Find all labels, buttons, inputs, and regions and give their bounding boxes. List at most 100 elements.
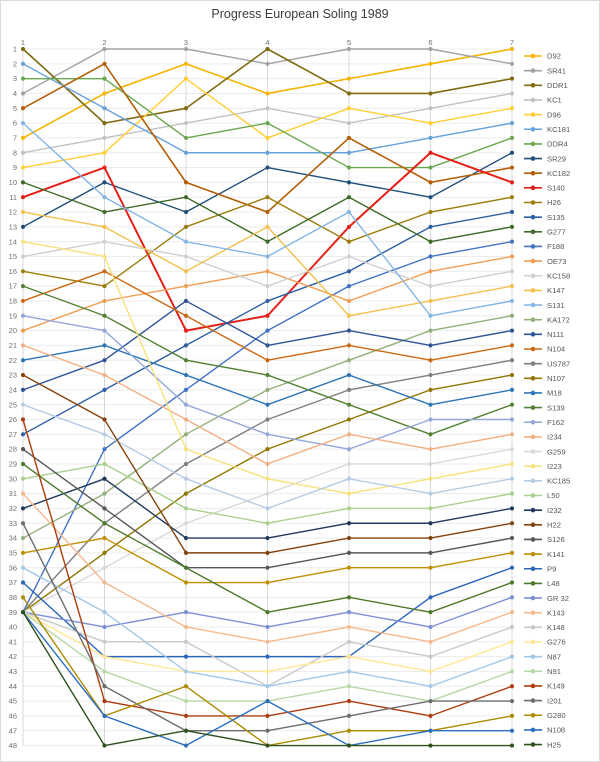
series-G277 [20, 180, 515, 244]
data-point [509, 476, 515, 481]
data-point [509, 180, 515, 185]
data-point [428, 684, 433, 689]
legend-item-S131: S131 [524, 301, 565, 310]
series-S131 [20, 121, 515, 318]
y-axis-tick-label: 40 [9, 623, 17, 632]
data-point [265, 106, 270, 111]
series-I232 [20, 476, 515, 541]
y-axis-tick-label: 10 [9, 178, 17, 187]
legend-label: K141 [547, 550, 565, 559]
data-point [20, 358, 26, 363]
data-point [183, 372, 189, 378]
data-point [428, 402, 433, 407]
legend-marker-dot [530, 302, 536, 308]
data-point [428, 372, 433, 378]
legend-marker-dot [530, 185, 536, 191]
data-point [428, 209, 433, 215]
legend-label: DDR1 [547, 81, 568, 90]
data-point [20, 491, 26, 496]
data-point [509, 46, 515, 52]
data-point [265, 476, 270, 481]
y-axis-tick-label: 39 [9, 608, 17, 617]
legend-label: I201 [547, 696, 562, 705]
data-point [265, 284, 270, 289]
legend-item-I223: I223 [524, 462, 562, 471]
data-point [183, 550, 189, 555]
data-point [102, 135, 107, 141]
data-point [183, 432, 189, 437]
y-axis-tick-label: 26 [9, 415, 17, 424]
legend-marker-dot [530, 376, 536, 381]
legend-item-F188: F188 [524, 242, 564, 251]
series-H22 [20, 372, 515, 555]
data-point [20, 461, 26, 467]
data-point [428, 535, 433, 541]
data-point [509, 298, 515, 304]
y-axis-tick-label: 44 [9, 682, 17, 691]
data-point [428, 224, 433, 229]
data-point [428, 654, 433, 659]
data-point [428, 387, 433, 392]
data-point [20, 209, 26, 215]
data-point [346, 461, 352, 467]
series-K141 [20, 535, 515, 585]
data-point [20, 432, 26, 437]
series-S140 [20, 150, 515, 333]
data-point [346, 476, 352, 481]
data-point [265, 565, 270, 570]
data-point [183, 254, 189, 259]
data-point [428, 713, 433, 719]
data-point [428, 121, 433, 126]
data-point [265, 728, 270, 733]
legend-item-S140: S140 [524, 184, 565, 193]
data-point [428, 239, 433, 244]
data-point [183, 76, 189, 81]
y-axis-labels: 1234567891011121314151617181920212223242… [9, 45, 17, 751]
data-point [20, 150, 26, 155]
data-point [428, 46, 433, 52]
series-K149 [20, 417, 515, 719]
data-point [509, 254, 515, 259]
data-point [183, 121, 189, 126]
legend-marker-dot [530, 346, 536, 352]
y-axis-tick-label: 16 [9, 267, 17, 276]
y-axis-tick-label: 45 [9, 697, 17, 706]
legend-item-KC185: KC185 [524, 477, 570, 486]
y-axis-tick-label: 41 [9, 637, 17, 646]
legend-label: L48 [547, 579, 560, 588]
legend-label: K149 [547, 682, 565, 691]
legend-marker-dot [530, 522, 536, 528]
legend-marker-dot [530, 244, 536, 249]
legend-item-N107: N107 [524, 374, 565, 383]
legend-item-K143: K143 [524, 608, 565, 617]
data-point [102, 372, 107, 378]
legend-marker-dot [530, 273, 536, 279]
data-point [102, 343, 107, 348]
data-point [265, 358, 270, 363]
series-KA172 [20, 313, 515, 541]
legend-item-KC182: KC182 [524, 169, 570, 178]
data-point [346, 269, 352, 274]
data-point [509, 313, 515, 318]
data-point [20, 165, 26, 170]
legend-label: S139 [547, 403, 565, 412]
y-axis-tick-label: 15 [9, 252, 17, 261]
data-point [346, 506, 352, 511]
legend-label: S131 [547, 301, 565, 310]
legend-item-N87: N87 [524, 652, 561, 661]
series-SR41 [20, 46, 515, 96]
data-point [509, 698, 515, 704]
data-point [183, 684, 189, 689]
data-point [183, 728, 189, 733]
data-point [102, 550, 107, 555]
legend-label: I234 [547, 433, 562, 442]
data-point [509, 121, 515, 126]
legend-item-K141: K141 [524, 550, 565, 559]
legend-item-F162: F162 [524, 418, 564, 427]
legend-label: N108 [547, 726, 565, 735]
data-point [265, 150, 270, 155]
legend-marker-dot [530, 126, 536, 132]
data-point [346, 521, 352, 526]
legend-marker-dot [530, 156, 536, 161]
